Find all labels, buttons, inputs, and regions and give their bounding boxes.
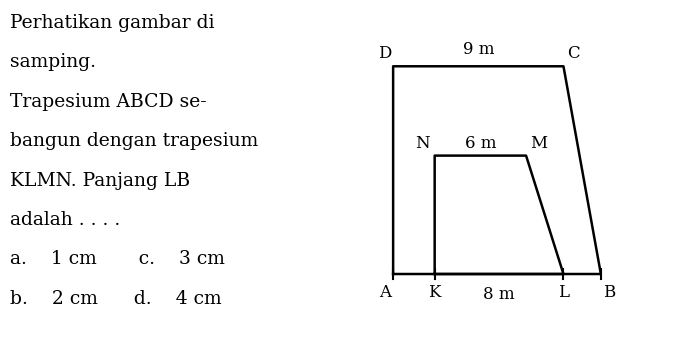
Text: a.    1 cm       c.    3 cm: a. 1 cm c. 3 cm — [10, 250, 224, 268]
Text: b.    2 cm      d.    4 cm: b. 2 cm d. 4 cm — [10, 290, 221, 308]
Text: K: K — [429, 284, 441, 301]
Text: D: D — [378, 45, 392, 62]
Text: samping.: samping. — [10, 53, 96, 71]
Text: 8 m: 8 m — [483, 286, 515, 303]
Text: bangun dengan trapesium: bangun dengan trapesium — [10, 132, 258, 150]
Text: 6 m: 6 m — [465, 135, 496, 152]
Text: 9 m: 9 m — [463, 41, 494, 58]
Text: M: M — [530, 135, 547, 152]
Text: A: A — [379, 284, 391, 301]
Text: B: B — [603, 284, 616, 301]
Text: KLMN. Panjang LB: KLMN. Panjang LB — [10, 172, 190, 189]
Text: N: N — [415, 135, 429, 152]
Text: C: C — [567, 45, 580, 62]
Text: Trapesium ABCD se-: Trapesium ABCD se- — [10, 93, 207, 110]
Text: L: L — [558, 284, 569, 301]
Text: adalah . . . .: adalah . . . . — [10, 211, 120, 229]
Text: Perhatikan gambar di: Perhatikan gambar di — [10, 14, 214, 32]
